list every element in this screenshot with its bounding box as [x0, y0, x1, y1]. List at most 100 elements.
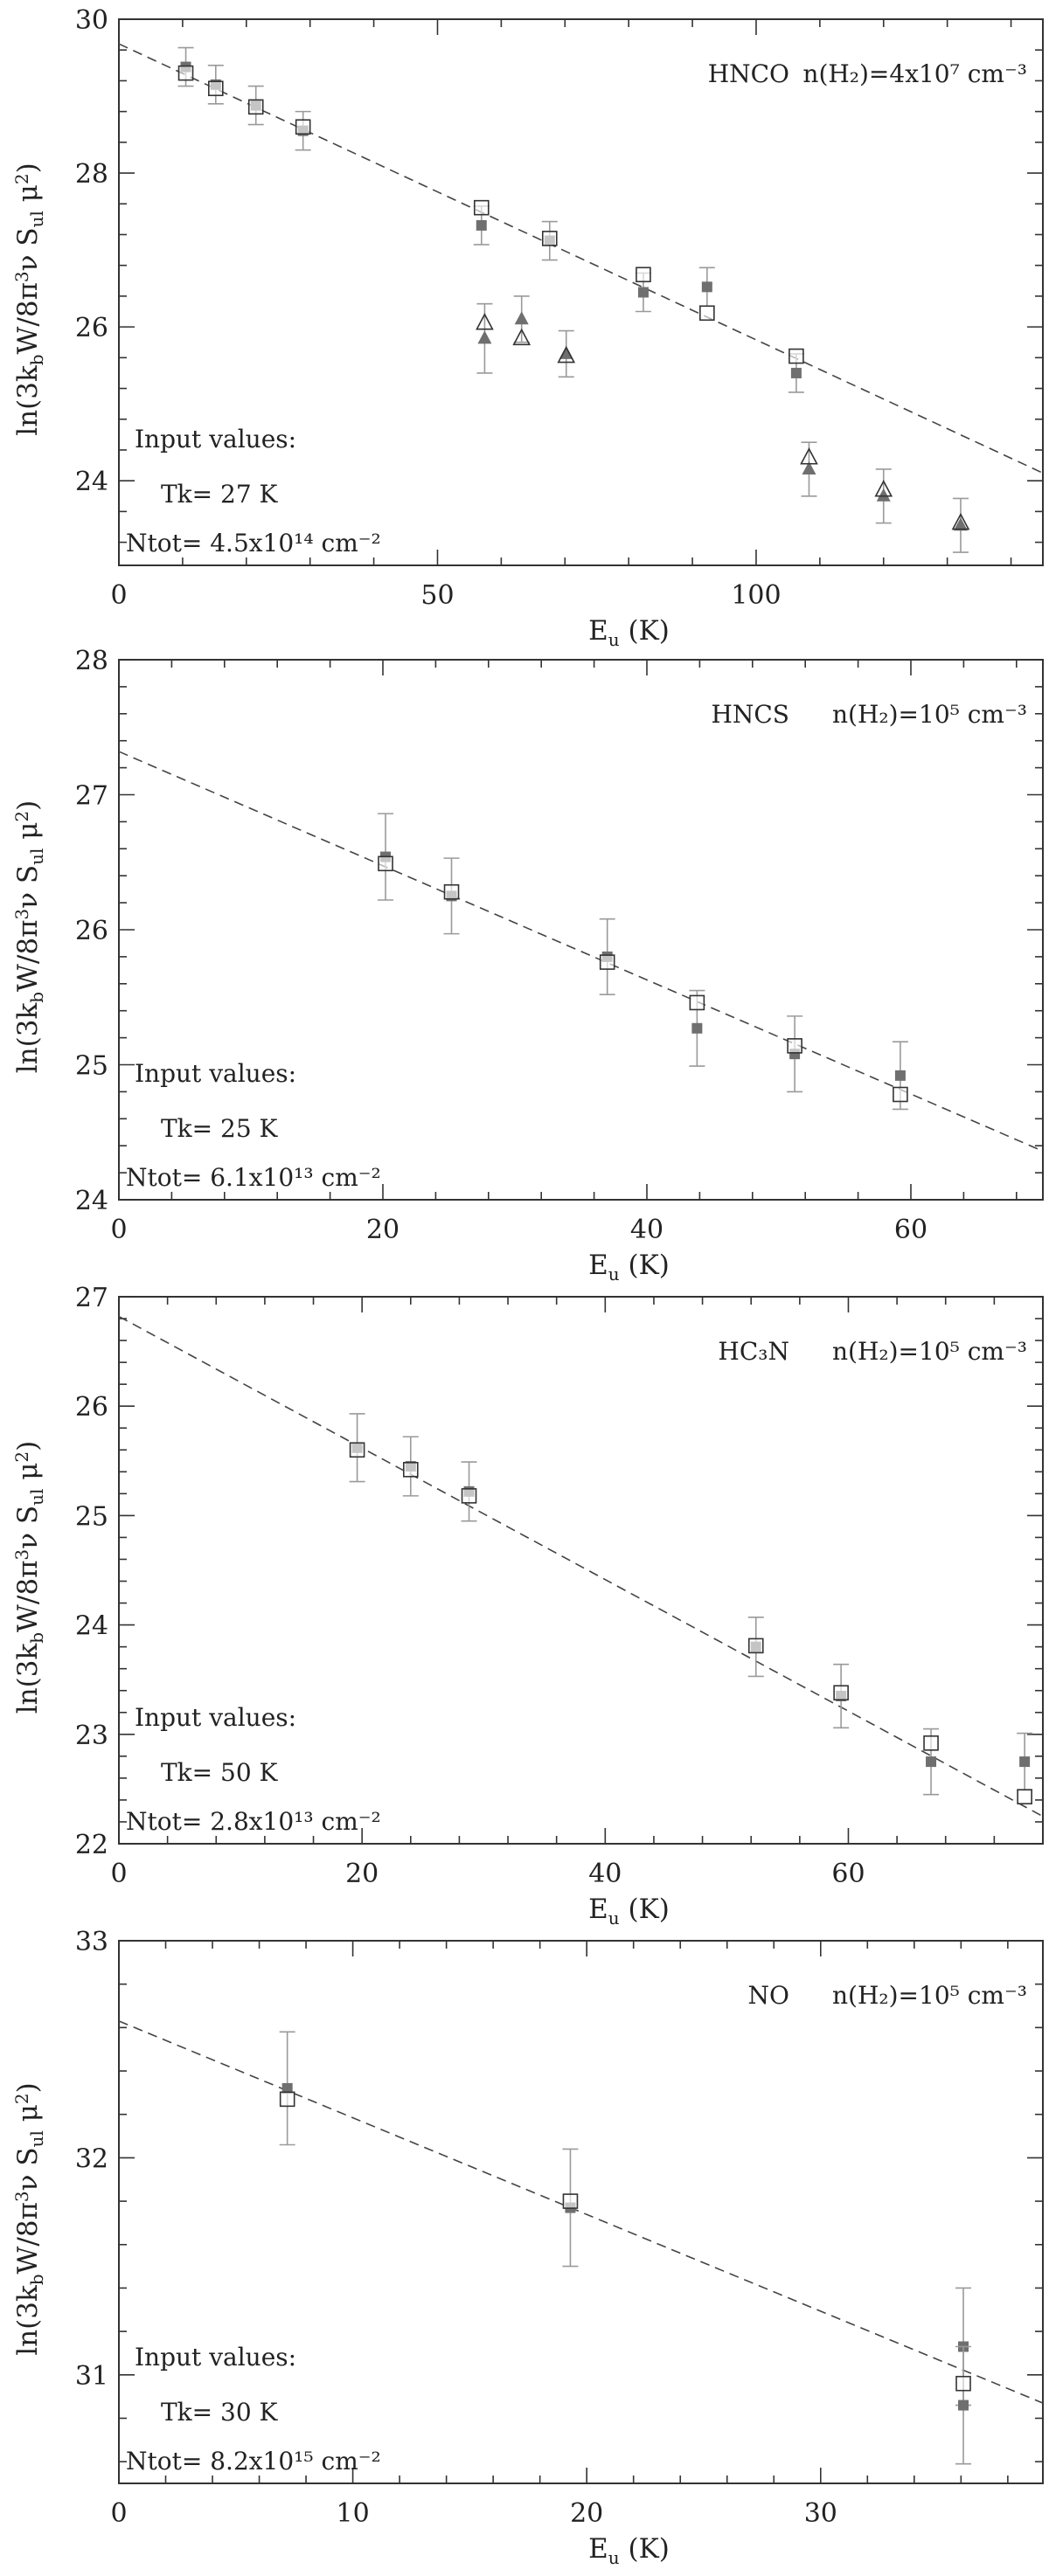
- model-point: [402, 1462, 419, 1478]
- fit-line: [118, 43, 1044, 474]
- panel-molecule-label: HNCO: [708, 59, 789, 88]
- plot-frame: [118, 1940, 1044, 2484]
- x-axis-label: Eu (K): [588, 2533, 670, 2568]
- model-point: [378, 855, 393, 872]
- observed-point: [701, 281, 712, 293]
- x-tick-label: 40: [630, 1215, 663, 1245]
- model-point: [636, 267, 651, 283]
- model-triangle-point: [800, 447, 818, 465]
- observed-point: [476, 219, 487, 231]
- panel-hcn: 0 20 40 60 22 23 24 25 26 27 Eu (K) ln(3kbW/8π3ν Su…: [11, 1283, 1044, 1929]
- model-point: [833, 1685, 849, 1701]
- fit-line: [118, 1315, 1044, 1818]
- observed-point: [281, 2082, 293, 2094]
- y-tick-label: 33: [75, 1927, 108, 1957]
- panel-condition-label: n(H₂)=10⁵ cm⁻³: [832, 1981, 1027, 2010]
- x-tick-label: 20: [345, 1859, 379, 1889]
- model-point: [955, 2375, 971, 2392]
- input-values-heading: Input values:: [135, 1703, 296, 1732]
- y-tick-label: 26: [75, 313, 108, 343]
- x-tick-label: 60: [894, 1215, 927, 1245]
- y-tick-label: 26: [75, 916, 108, 946]
- x-tick-label: 40: [588, 1859, 622, 1889]
- y-axis-label: ln(3kbW/8π3ν Sul μ2): [11, 2082, 47, 2356]
- input-values-heading: Input values:: [135, 1059, 296, 1088]
- observed-point: [1019, 1756, 1031, 1768]
- y-tick-label: 27: [75, 781, 108, 812]
- y-tick-label: 24: [75, 467, 108, 497]
- model-triangle-point: [874, 480, 893, 497]
- y-tick-label: 28: [75, 159, 108, 190]
- input-ntot: Ntot= 8.2x10¹⁵ cm⁻²: [126, 2447, 381, 2476]
- y-tick-label: 24: [75, 1611, 108, 1642]
- x-axis-label: Eu (K): [588, 1894, 670, 1929]
- input-ntot: Ntot= 2.8x10¹³ cm⁻²: [126, 1807, 381, 1836]
- x-tick-label: 50: [420, 580, 454, 611]
- panel-molecule-label: HNCS: [711, 700, 789, 729]
- y-tick-label: 28: [75, 646, 108, 676]
- y-tick-label: 27: [75, 1283, 108, 1313]
- panel-no: 0 10 20 30 31 32 33 Eu (K) ln(3kbW/8π3ν Sul μ2) n…: [11, 1927, 1044, 2568]
- observed-point: [958, 2399, 969, 2411]
- observed-triangle-point: [477, 330, 492, 344]
- y-tick-label: 25: [75, 1501, 108, 1532]
- input-values-heading: Input values:: [135, 425, 296, 454]
- input-tk: Tk= 27 K: [161, 480, 279, 509]
- panel-molecule-label: NO: [748, 1981, 789, 2010]
- fit-line: [118, 751, 1044, 1153]
- model-point: [788, 348, 804, 364]
- model-point: [541, 231, 558, 246]
- input-values-heading: Input values:: [135, 2343, 296, 2372]
- x-tick-label: 0: [110, 1859, 127, 1889]
- model-triangle-point: [951, 512, 970, 530]
- y-tick-label: 26: [75, 1392, 108, 1423]
- panel-condition-label: n(H₂)=4x10⁷ cm⁻³: [802, 59, 1027, 88]
- model-point: [473, 199, 490, 216]
- model-point: [747, 1638, 764, 1654]
- y-tick-label: 22: [75, 1830, 108, 1860]
- model-triangle-point: [512, 328, 531, 346]
- y-axis-label: ln(3kbW/8π3ν Sul μ2): [11, 1441, 47, 1714]
- x-tick-label: 20: [366, 1215, 399, 1245]
- y-tick-label: 23: [75, 1721, 108, 1751]
- x-axis-label: Eu (K): [588, 615, 670, 650]
- x-tick-label: 100: [731, 580, 781, 611]
- y-tick-label: 32: [75, 2143, 108, 2174]
- model-triangle-point: [476, 313, 494, 330]
- observed-point: [691, 1022, 703, 1034]
- model-point: [689, 994, 705, 1011]
- x-tick-label: 20: [570, 2498, 603, 2529]
- model-point: [208, 80, 224, 97]
- observed-point: [637, 287, 649, 298]
- x-tick-label: 0: [110, 1215, 127, 1245]
- x-tick-label: 30: [804, 2498, 837, 2529]
- model-point: [699, 305, 715, 322]
- x-tick-label: 10: [337, 2498, 370, 2529]
- model-point: [295, 119, 311, 135]
- model-point: [247, 99, 264, 115]
- input-ntot: Ntot= 4.5x10¹⁴ cm⁻²: [126, 529, 381, 557]
- model-point: [599, 954, 615, 970]
- input-tk: Tk= 25 K: [161, 1114, 279, 1143]
- model-point: [923, 1735, 939, 1751]
- panel-hncs: 0 20 40 60 24 25 26 27 28 Eu (K) ln(3kbW/8π3ν Sul …: [11, 646, 1044, 1285]
- y-tick-label: 25: [75, 1051, 108, 1082]
- panel-condition-label: n(H₂)=10⁵ cm⁻³: [832, 700, 1027, 729]
- panel-condition-label: n(H₂)=10⁵ cm⁻³: [832, 1337, 1027, 1366]
- input-tk: Tk= 50 K: [161, 1758, 279, 1787]
- x-tick-label: 0: [110, 2498, 127, 2529]
- observed-triangle-point: [559, 345, 573, 359]
- y-tick-label: 31: [75, 2361, 108, 2392]
- model-point: [443, 883, 460, 900]
- y-tick-label: 30: [75, 5, 108, 36]
- observed-point: [894, 1070, 906, 1081]
- plot-frame: [118, 18, 1044, 566]
- y-tick-label: 24: [75, 1186, 108, 1216]
- fit-line: [118, 2020, 1044, 2404]
- model-point: [1017, 1789, 1032, 1804]
- input-tk: Tk= 30 K: [161, 2398, 279, 2427]
- observed-triangle-point: [802, 460, 816, 474]
- panel-molecule-label: HC₃N: [718, 1337, 789, 1366]
